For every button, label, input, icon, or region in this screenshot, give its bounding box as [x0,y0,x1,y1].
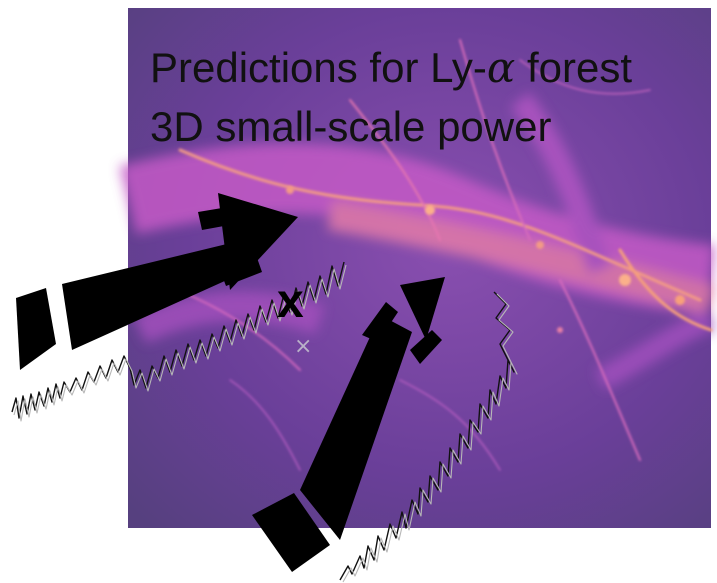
title-suffix: forest [515,44,632,91]
left-flux-spectrum [11,261,347,422]
intersection-x-marker: x [277,275,304,328]
left-sightline-arrow [16,193,298,370]
small-cross-marker: × [294,334,313,359]
right-flux-spectrum [339,291,518,583]
slide-title-line-1: Predictions for Ly-α forest [150,47,632,89]
alpha-symbol: α [486,43,516,92]
right-sightline-arrow [252,277,445,572]
title-prefix: Predictions for Ly- [150,44,487,91]
slide-title-line-2: 3D small-scale power [150,103,552,150]
